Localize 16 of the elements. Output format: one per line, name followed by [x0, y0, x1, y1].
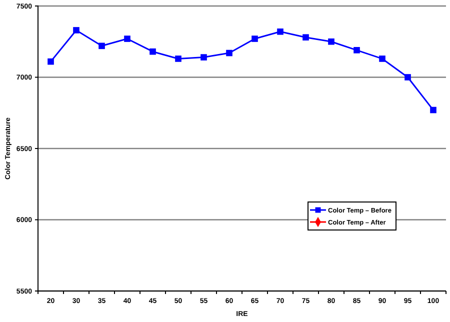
point [430, 106, 436, 114]
point [150, 48, 156, 55]
point [124, 36, 130, 42]
point [73, 27, 80, 34]
point [200, 54, 207, 60]
point [354, 47, 360, 54]
point [328, 38, 334, 45]
point [48, 58, 54, 65]
point [302, 34, 309, 41]
point [175, 56, 182, 62]
point [379, 56, 386, 62]
point [252, 36, 258, 42]
point [226, 50, 232, 56]
point [404, 74, 411, 80]
point [277, 28, 284, 35]
point [98, 42, 105, 50]
